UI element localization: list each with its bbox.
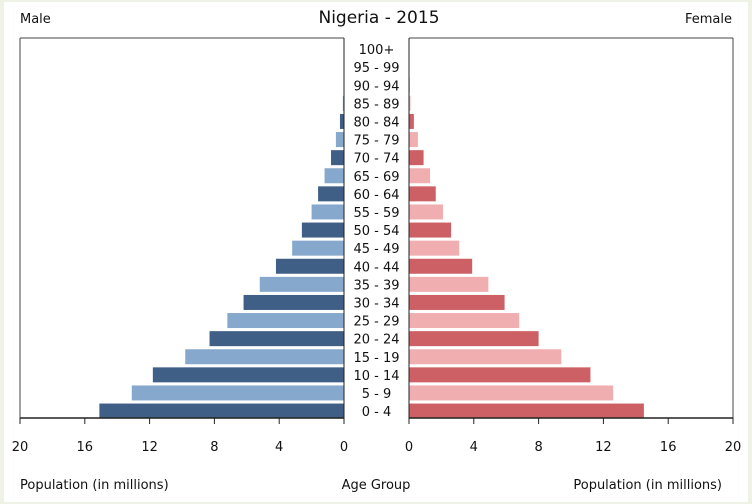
- age-group-label: 5 - 9: [362, 387, 392, 402]
- male-label: Male: [20, 12, 51, 27]
- female-bar: [409, 367, 591, 383]
- female-bar: [409, 294, 505, 310]
- male-bars: [99, 59, 344, 419]
- x-tick-label: 12: [141, 440, 158, 455]
- male-bar: [185, 349, 344, 365]
- female-bar: [409, 186, 436, 202]
- male-bar: [152, 367, 344, 383]
- male-bar: [259, 276, 344, 292]
- age-group-label: 30 - 34: [353, 296, 399, 311]
- male-bar: [227, 313, 344, 329]
- male-bar: [324, 168, 344, 184]
- female-bars: [409, 59, 644, 419]
- age-group-label: 80 - 84: [353, 115, 399, 130]
- x-tick-label: 8: [210, 440, 218, 455]
- x-tick-label: 20: [725, 440, 742, 455]
- x-axis-label-right: Population (in millions): [573, 478, 722, 493]
- male-bar: [99, 403, 344, 419]
- female-bar: [409, 331, 539, 347]
- x-tick-label: 8: [534, 440, 542, 455]
- female-bar: [409, 240, 460, 256]
- female-bar: [409, 403, 644, 419]
- female-bar: [409, 113, 414, 129]
- female-bar: [409, 204, 444, 220]
- x-tick-label: 16: [660, 440, 677, 455]
- female-label: Female: [685, 12, 732, 27]
- age-group-label: 75 - 79: [353, 134, 399, 149]
- female-bar: [409, 258, 473, 274]
- left-x-ticks: 20 16 12 8 4 0: [12, 418, 348, 455]
- x-axis-label-left: Population (in millions): [20, 478, 169, 493]
- age-group-label: 50 - 54: [353, 224, 399, 239]
- female-bar: [409, 313, 520, 329]
- male-bar: [292, 240, 344, 256]
- age-group-label: 65 - 69: [353, 170, 399, 185]
- x-tick-label: 12: [595, 440, 612, 455]
- x-axis-label-center: Age Group: [342, 478, 411, 493]
- age-group-label: 70 - 74: [353, 152, 399, 167]
- female-bar: [409, 349, 562, 365]
- x-tick-label: 0: [405, 440, 413, 455]
- male-bar: [342, 95, 344, 111]
- age-group-label: 10 - 14: [353, 369, 399, 384]
- age-group-label: 0 - 4: [362, 405, 392, 420]
- chart-title: Nigeria - 2015: [318, 8, 439, 28]
- female-bar: [409, 95, 411, 111]
- male-bar: [311, 204, 344, 220]
- x-tick-label: 20: [12, 440, 29, 455]
- male-bar: [301, 222, 344, 238]
- female-bar: [409, 132, 418, 148]
- age-group-label: 15 - 19: [353, 351, 399, 366]
- age-group-label: 40 - 44: [353, 260, 399, 275]
- age-group-labels: 100+ 95 - 99 90 - 94 85 - 89 80 - 84 75 - 79 7…: [353, 43, 399, 420]
- x-tick-label: 0: [340, 440, 348, 455]
- age-group-label: 55 - 59: [353, 206, 399, 221]
- age-group-label: 25 - 29: [353, 315, 399, 330]
- female-bar: [409, 168, 431, 184]
- x-tick-label: 4: [470, 440, 478, 455]
- female-bar: [409, 222, 452, 238]
- age-group-label: 100+: [359, 43, 395, 58]
- male-bar: [318, 186, 344, 202]
- age-group-label: 45 - 49: [353, 242, 399, 257]
- male-bar: [339, 113, 344, 129]
- age-group-label: 35 - 39: [353, 278, 399, 293]
- male-bar: [331, 150, 344, 166]
- x-tick-label: 16: [77, 440, 94, 455]
- male-bar: [209, 331, 344, 347]
- male-bar: [131, 385, 344, 401]
- female-bar: [409, 276, 489, 292]
- male-bar: [335, 132, 344, 148]
- age-group-label: 85 - 89: [353, 97, 399, 112]
- age-group-label: 95 - 99: [353, 61, 399, 76]
- male-bar: [275, 258, 344, 274]
- female-bar: [409, 150, 424, 166]
- age-group-label: 90 - 94: [353, 79, 399, 94]
- age-group-label: 60 - 64: [353, 188, 399, 203]
- age-group-label: 20 - 24: [353, 333, 399, 348]
- female-bar: [409, 385, 614, 401]
- right-x-ticks: 0 4 8 12 16 20: [405, 418, 741, 455]
- x-tick-label: 4: [275, 440, 283, 455]
- male-bar: [243, 294, 344, 310]
